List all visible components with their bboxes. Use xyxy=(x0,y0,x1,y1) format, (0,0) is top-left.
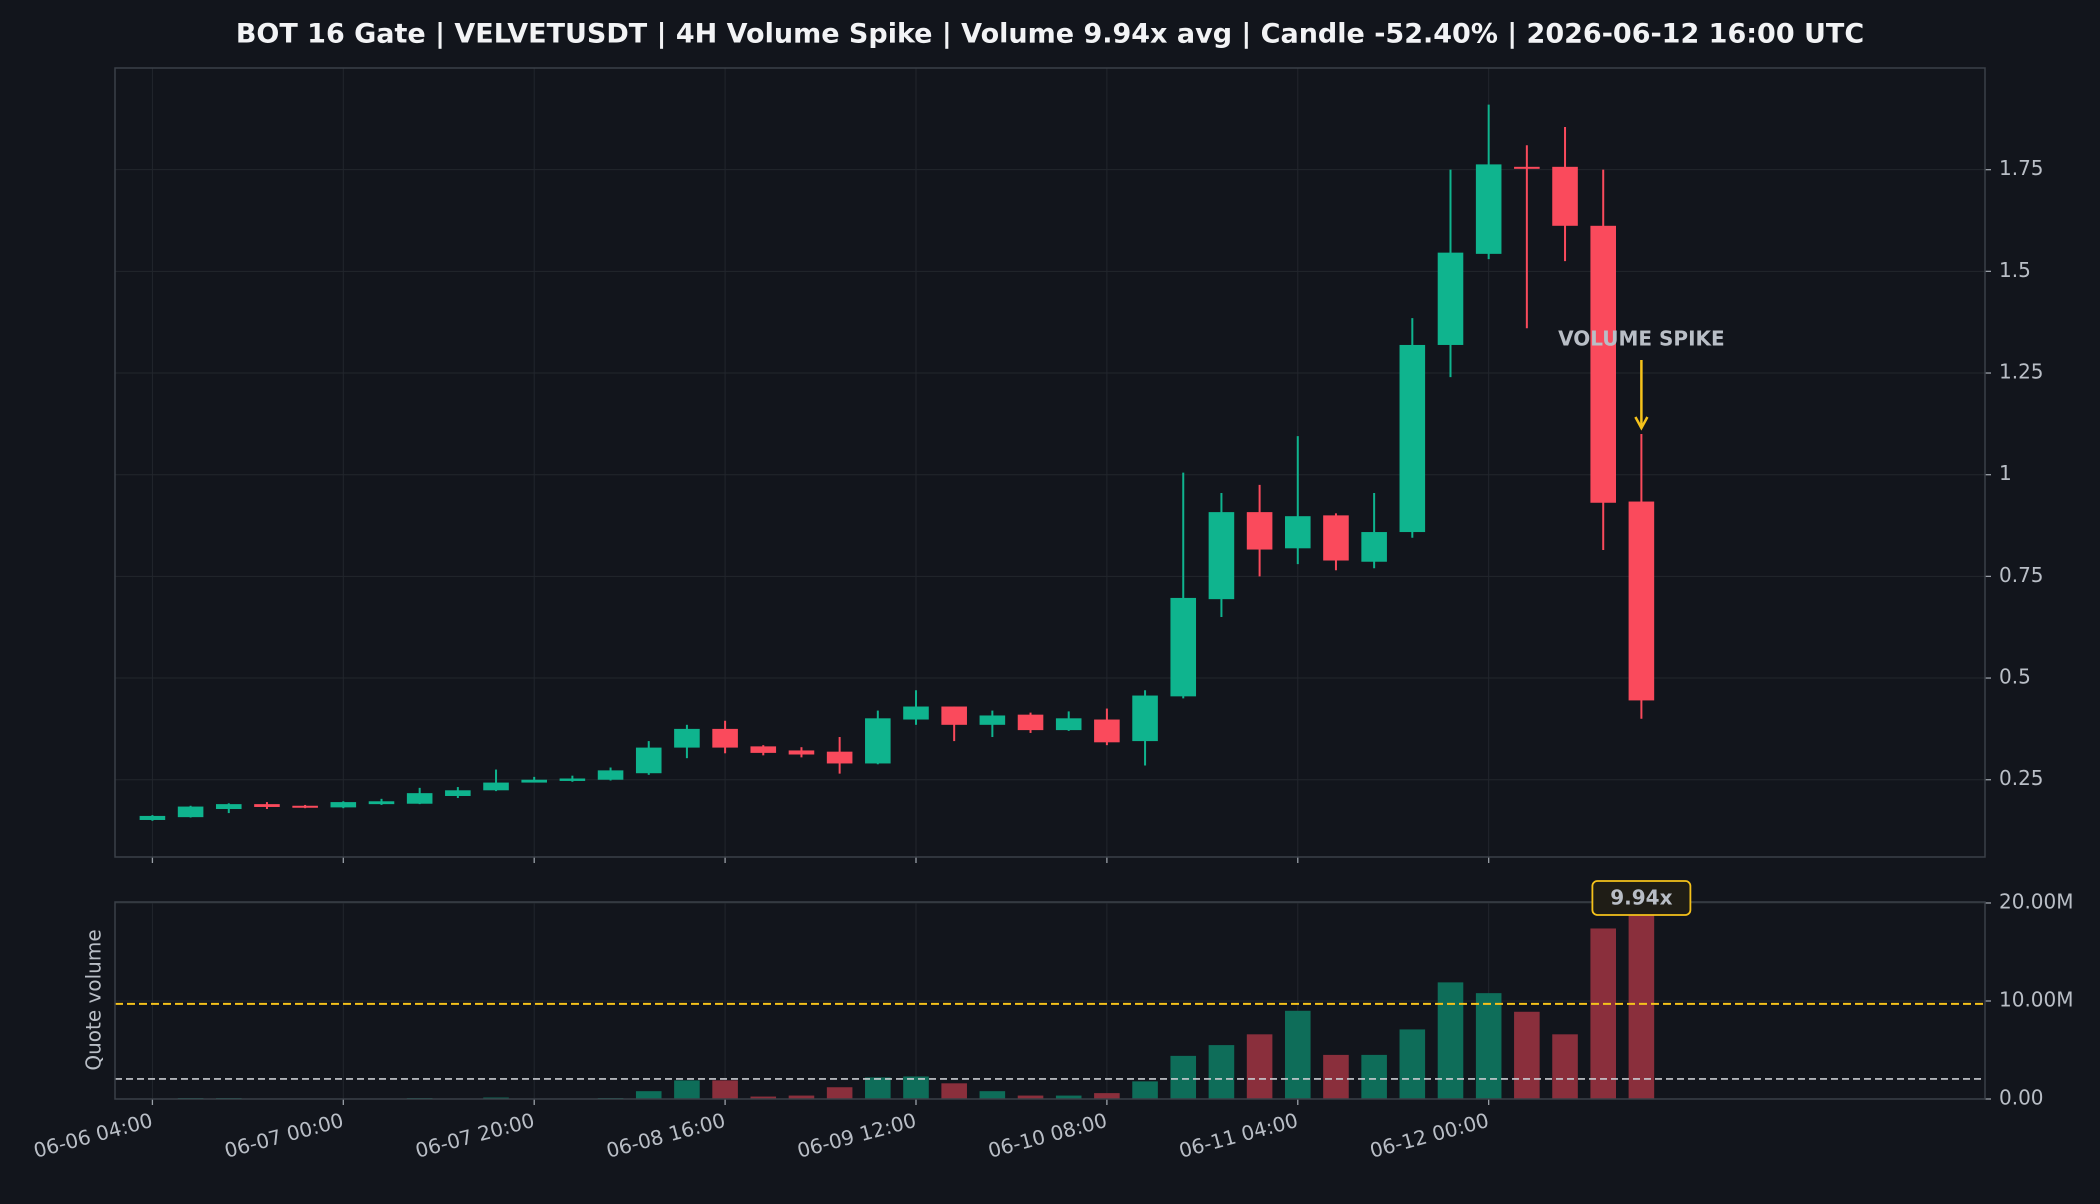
volume-bar xyxy=(1438,982,1464,1099)
x-tick-label: 06-09 12:00 xyxy=(795,1108,919,1163)
volume-bar xyxy=(1323,1055,1349,1099)
y-tick-label: 20.00M xyxy=(1999,889,2074,913)
candle-body xyxy=(1056,718,1082,730)
volume-bar xyxy=(636,1091,662,1099)
volume-bar xyxy=(674,1080,700,1099)
candle-body xyxy=(1400,345,1426,532)
volume-bar xyxy=(1590,928,1616,1099)
volume-bar xyxy=(1094,1093,1120,1099)
candle-body xyxy=(1514,167,1540,169)
candle-body xyxy=(636,748,662,774)
x-tick-label: 06-06 04:00 xyxy=(31,1108,155,1163)
y-tick-label: 1.5 xyxy=(1999,258,2031,282)
candle-body xyxy=(560,779,586,781)
y-tick-label: 1.25 xyxy=(1999,360,2044,384)
annotation: VOLUME SPIKE xyxy=(1558,327,1725,351)
candle-body xyxy=(1170,598,1196,696)
y-tick-label: 0.25 xyxy=(1999,766,2044,790)
candle-body xyxy=(1323,515,1349,560)
candle-body xyxy=(369,801,395,804)
volume-bar xyxy=(941,1083,967,1099)
candle-body xyxy=(1629,502,1655,701)
candle-body xyxy=(712,729,738,748)
volume-bar xyxy=(1170,1056,1196,1099)
y-tick-label: 1 xyxy=(1999,461,2012,485)
y-tick-label: 0.00 xyxy=(1999,1086,2044,1110)
volume-bar xyxy=(1629,899,1655,1099)
volume-bar xyxy=(1552,1034,1578,1099)
candle-body xyxy=(254,804,280,807)
candle-body xyxy=(1247,512,1273,549)
candle-body xyxy=(598,770,624,779)
candle-body xyxy=(750,746,776,753)
volume-bar xyxy=(1209,1045,1235,1099)
x-tick-label: 06-07 00:00 xyxy=(222,1108,346,1163)
candle-body xyxy=(140,816,166,820)
chart-title: BOT 16 Gate | VELVETUSDT | 4H Volume Spi… xyxy=(236,19,1864,50)
x-tick-label: 06-07 20:00 xyxy=(413,1108,537,1163)
candle-body xyxy=(1590,226,1616,503)
y-tick-label: 0.75 xyxy=(1999,563,2044,587)
candle-body xyxy=(1094,720,1120,743)
candle-body xyxy=(865,718,891,763)
y-axis-label: Quote volume xyxy=(82,929,106,1070)
candle-body xyxy=(789,750,815,754)
candle-body xyxy=(331,802,357,807)
y-tick-label: 1.75 xyxy=(1999,156,2044,180)
volume-bar xyxy=(1285,1011,1311,1099)
candle-body xyxy=(445,790,471,796)
candle-body xyxy=(903,707,929,720)
candle-body xyxy=(483,783,509,791)
volume-bar xyxy=(1247,1034,1273,1099)
volume-bar xyxy=(903,1076,929,1099)
candle-body xyxy=(1438,253,1464,345)
volume-bar xyxy=(865,1077,891,1099)
volume-bar xyxy=(827,1087,853,1099)
candle-body xyxy=(292,806,318,808)
plot-frame xyxy=(115,68,1985,857)
candle-body xyxy=(1476,164,1502,253)
candle-body xyxy=(827,752,853,764)
candle-body xyxy=(1552,167,1578,226)
y-tick-label: 10.00M xyxy=(1999,987,2074,1011)
volume-bar xyxy=(712,1080,738,1099)
volume-bar xyxy=(1514,1012,1540,1099)
volume-bar xyxy=(1476,993,1502,1099)
volume-bar xyxy=(1400,1029,1426,1099)
x-tick-label: 06-11 04:00 xyxy=(1176,1108,1300,1163)
price-plot xyxy=(140,105,1655,821)
candle-body xyxy=(216,804,242,809)
volume-bar xyxy=(980,1091,1006,1099)
candle-body xyxy=(941,707,967,725)
candle-body xyxy=(1285,516,1311,548)
x-tick-label: 06-08 16:00 xyxy=(604,1108,728,1163)
candle-body xyxy=(178,807,204,818)
x-tick-label: 06-10 08:00 xyxy=(985,1108,1109,1163)
candle-body xyxy=(980,715,1006,724)
candle-body xyxy=(1209,512,1235,599)
volume-bar xyxy=(1361,1055,1387,1099)
candle-body xyxy=(1361,532,1387,562)
y-tick-label: 0.5 xyxy=(1999,665,2031,689)
spike-label: 9.94x xyxy=(1610,886,1672,910)
candle-body xyxy=(521,780,547,783)
volume-bar xyxy=(1132,1081,1158,1099)
candle-body xyxy=(1018,715,1044,730)
candle-body xyxy=(674,729,700,748)
candle-body xyxy=(407,793,433,804)
x-tick-label: 06-12 00:00 xyxy=(1367,1108,1491,1163)
candle-body xyxy=(1132,696,1158,742)
volume-plot xyxy=(115,899,1985,1099)
